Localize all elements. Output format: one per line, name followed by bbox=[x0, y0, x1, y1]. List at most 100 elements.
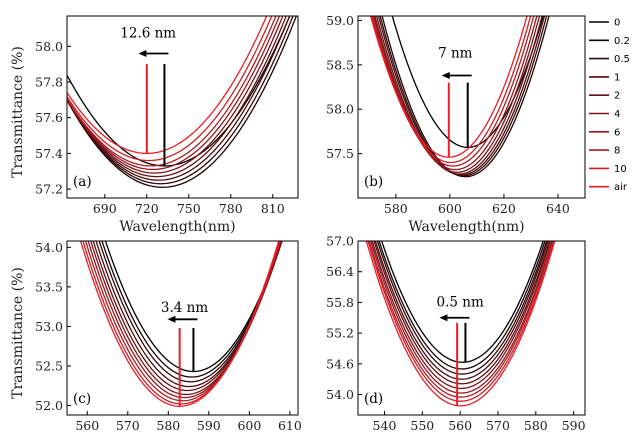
series-line-4 bbox=[374, 16, 541, 173]
series-line-6 bbox=[370, 241, 553, 394]
x-tick-label: 580 bbox=[384, 201, 408, 216]
y-tick-label: 53.0 bbox=[35, 319, 63, 334]
panel-d: 0.5 nm 540 550 560 570 580 590 54.0 54.6 55.2 55.8… bbox=[326, 234, 586, 434]
series-line-0.5 bbox=[376, 241, 548, 375]
series-line-0 bbox=[391, 16, 544, 149]
x-tick-label: 620 bbox=[492, 201, 516, 216]
curves bbox=[369, 16, 550, 178]
y-tick-label: 52.0 bbox=[35, 398, 63, 413]
series-line-0.2 bbox=[101, 241, 283, 378]
shift-annotation: 12.6 nm bbox=[120, 25, 176, 41]
series-line-air bbox=[369, 16, 528, 158]
x-tick-label: 570 bbox=[116, 418, 140, 433]
y-tick-label: 54.0 bbox=[326, 387, 354, 402]
legend-entry-4: 4 bbox=[614, 109, 620, 120]
legend-entry-8: 8 bbox=[614, 146, 620, 157]
x-tick-label: 540 bbox=[373, 418, 397, 433]
series-line-0.2 bbox=[381, 16, 550, 178]
x-tick-label: 690 bbox=[93, 201, 117, 216]
shift-annotation: 7 nm bbox=[438, 46, 473, 62]
panel-label: (d) bbox=[364, 391, 383, 407]
x-axis-label: Wavelength(nm) bbox=[408, 219, 524, 235]
legend-entry-2: 2 bbox=[614, 91, 620, 102]
series-line-2 bbox=[67, 16, 287, 178]
panel-a: 12.6 nm 690 720 750 780 810 57.2 57.4 57.6 57.8 58… bbox=[10, 15, 299, 235]
legend: 0 0.2 0.5 1 2 4 6 8 10 air bbox=[589, 18, 630, 193]
panel-label: (a) bbox=[73, 174, 92, 190]
y-tick-label: 55.8 bbox=[326, 295, 354, 310]
series-line-10 bbox=[367, 241, 555, 402]
shift-arrow-head bbox=[439, 314, 448, 322]
series-line-6 bbox=[67, 16, 281, 171]
series-line-4 bbox=[90, 241, 283, 396]
curves bbox=[365, 241, 556, 407]
y-tick-label: 56.4 bbox=[326, 264, 354, 279]
series-line-1 bbox=[95, 241, 283, 388]
series-line-10 bbox=[67, 16, 273, 162]
series-line-10 bbox=[82, 241, 281, 405]
x-tick-label: 550 bbox=[410, 418, 434, 433]
series-line-0.5 bbox=[379, 16, 548, 177]
y-tick-label: 57.2 bbox=[35, 182, 63, 197]
series-line-0 bbox=[380, 241, 544, 363]
y-tick-label: 57.4 bbox=[35, 146, 63, 161]
series-line-0.2 bbox=[67, 16, 298, 188]
series-line-2 bbox=[375, 16, 543, 175]
shift-annotation: 0.5 nm bbox=[437, 295, 484, 311]
series-line-air bbox=[365, 241, 556, 407]
series-line-8 bbox=[368, 241, 554, 398]
shift-arrow-head bbox=[441, 71, 450, 79]
series-line-8 bbox=[67, 16, 277, 167]
x-axis-label: Wavelength(nm) bbox=[119, 219, 235, 235]
x-tick-label: 590 bbox=[197, 418, 221, 433]
plot-frame bbox=[357, 15, 586, 199]
y-tick-label: 54.0 bbox=[35, 240, 63, 255]
x-tick-label: 570 bbox=[486, 418, 510, 433]
legend-entry-6: 6 bbox=[614, 127, 620, 138]
panel-label: (b) bbox=[364, 174, 383, 190]
legend-entry-10: 10 bbox=[614, 164, 627, 175]
plot-frame bbox=[66, 240, 299, 416]
x-tick-label: 580 bbox=[156, 418, 180, 433]
panel-c: 3.4 nm 560 570 580 590 600 610 52.0 52.5 53.0 53.5… bbox=[10, 240, 302, 433]
x-tick-label: 600 bbox=[237, 418, 261, 433]
shift-arrow-head bbox=[167, 315, 176, 323]
legend-entry-0.5: 0.5 bbox=[614, 54, 630, 65]
x-tick-label: 600 bbox=[438, 201, 462, 216]
series-line-0 bbox=[67, 16, 291, 167]
legend-entry-0.2: 0.2 bbox=[614, 36, 630, 47]
x-tick-label: 610 bbox=[278, 418, 302, 433]
x-tick-label: 780 bbox=[219, 201, 243, 216]
series-line-1 bbox=[374, 241, 549, 380]
plot-frame bbox=[357, 240, 586, 416]
panel-b: 7 nm 580 600 620 640 57.5 58.0 58.5 59.0 Waveleng… bbox=[326, 13, 586, 235]
y-tick-label: 57.0 bbox=[326, 234, 354, 249]
y-tick-label: 59.0 bbox=[326, 13, 354, 28]
series-line-8 bbox=[371, 16, 535, 167]
curves bbox=[67, 16, 298, 188]
x-tick-label: 640 bbox=[546, 201, 570, 216]
series-line-air bbox=[79, 241, 280, 407]
y-tick-label: 54.6 bbox=[326, 356, 354, 371]
y-axis-label: Transmittance (%) bbox=[10, 46, 26, 178]
series-line-6 bbox=[87, 241, 282, 399]
x-tick-label: 580 bbox=[524, 418, 548, 433]
series-line-air bbox=[67, 16, 268, 155]
y-tick-label: 53.5 bbox=[35, 279, 63, 294]
y-tick-label: 52.5 bbox=[35, 358, 63, 373]
y-axis-label: Transmittance (%) bbox=[10, 267, 26, 399]
x-tick-label: 590 bbox=[562, 418, 586, 433]
series-line-0.2 bbox=[378, 241, 546, 370]
series-line-4 bbox=[371, 241, 551, 390]
y-tick-label: 58.0 bbox=[326, 102, 354, 117]
plot-frame bbox=[66, 15, 299, 199]
y-tick-label: 58.5 bbox=[326, 57, 354, 72]
y-tick-label: 55.2 bbox=[326, 326, 354, 341]
y-tick-label: 57.5 bbox=[326, 146, 354, 161]
y-tick-label: 57.8 bbox=[35, 75, 63, 90]
x-tick-label: 560 bbox=[75, 418, 99, 433]
shift-annotation: 3.4 nm bbox=[161, 300, 208, 316]
curves bbox=[79, 241, 283, 407]
legend-entry-0: 0 bbox=[614, 18, 620, 29]
